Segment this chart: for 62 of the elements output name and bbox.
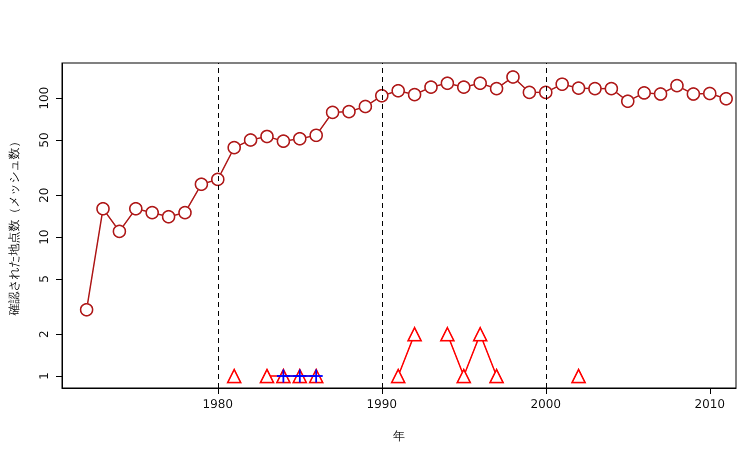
point bbox=[129, 202, 143, 216]
y-tick-label: 5 bbox=[37, 275, 51, 283]
point bbox=[390, 368, 406, 384]
point bbox=[80, 302, 94, 317]
point bbox=[276, 134, 290, 148]
point bbox=[260, 130, 274, 144]
point bbox=[178, 206, 192, 220]
point bbox=[456, 80, 471, 94]
point bbox=[391, 84, 405, 98]
point bbox=[538, 86, 553, 100]
y-tick-label: 2 bbox=[37, 330, 51, 338]
point bbox=[686, 87, 700, 101]
point bbox=[145, 206, 159, 220]
point bbox=[654, 87, 668, 101]
point bbox=[620, 94, 635, 108]
point bbox=[326, 106, 340, 120]
point bbox=[96, 202, 110, 216]
x-tick-label: 2000 bbox=[530, 397, 562, 411]
y-tick-label: 1 bbox=[37, 372, 51, 380]
point bbox=[440, 326, 455, 342]
point bbox=[522, 86, 536, 100]
point bbox=[407, 326, 422, 342]
point bbox=[506, 70, 520, 84]
point bbox=[490, 82, 504, 96]
point bbox=[555, 77, 569, 91]
point bbox=[374, 88, 389, 103]
point bbox=[162, 210, 176, 224]
y-tick-label: 20 bbox=[37, 188, 51, 203]
point bbox=[456, 368, 472, 384]
y-tick-label: 10 bbox=[37, 229, 51, 245]
point bbox=[472, 326, 488, 342]
point bbox=[588, 82, 602, 96]
point bbox=[309, 128, 323, 142]
point bbox=[637, 86, 651, 100]
point bbox=[227, 140, 241, 154]
point bbox=[489, 368, 504, 384]
point bbox=[260, 368, 274, 384]
x-axis-title: 年 bbox=[393, 429, 405, 443]
point bbox=[358, 100, 372, 114]
point bbox=[211, 172, 225, 186]
x-tick-label: 2010 bbox=[694, 397, 726, 411]
point bbox=[408, 88, 422, 102]
point bbox=[571, 368, 586, 384]
y-axis-title: 確認された地点数（メッシュ数） bbox=[7, 136, 21, 316]
point bbox=[244, 133, 258, 147]
point bbox=[112, 224, 126, 238]
point bbox=[604, 82, 618, 96]
point bbox=[473, 76, 487, 90]
point bbox=[702, 86, 717, 100]
y-tick-label: 50 bbox=[37, 132, 51, 148]
point bbox=[342, 104, 356, 118]
y-tick-label: 100 bbox=[37, 86, 51, 110]
point bbox=[194, 177, 208, 192]
point bbox=[440, 76, 454, 90]
x-tick-label: 1990 bbox=[366, 397, 398, 411]
point bbox=[424, 80, 438, 94]
point bbox=[226, 368, 242, 384]
x-tick-label: 1980 bbox=[202, 397, 234, 411]
point bbox=[719, 92, 733, 106]
point bbox=[293, 132, 307, 146]
point bbox=[670, 78, 684, 92]
point bbox=[572, 81, 586, 95]
